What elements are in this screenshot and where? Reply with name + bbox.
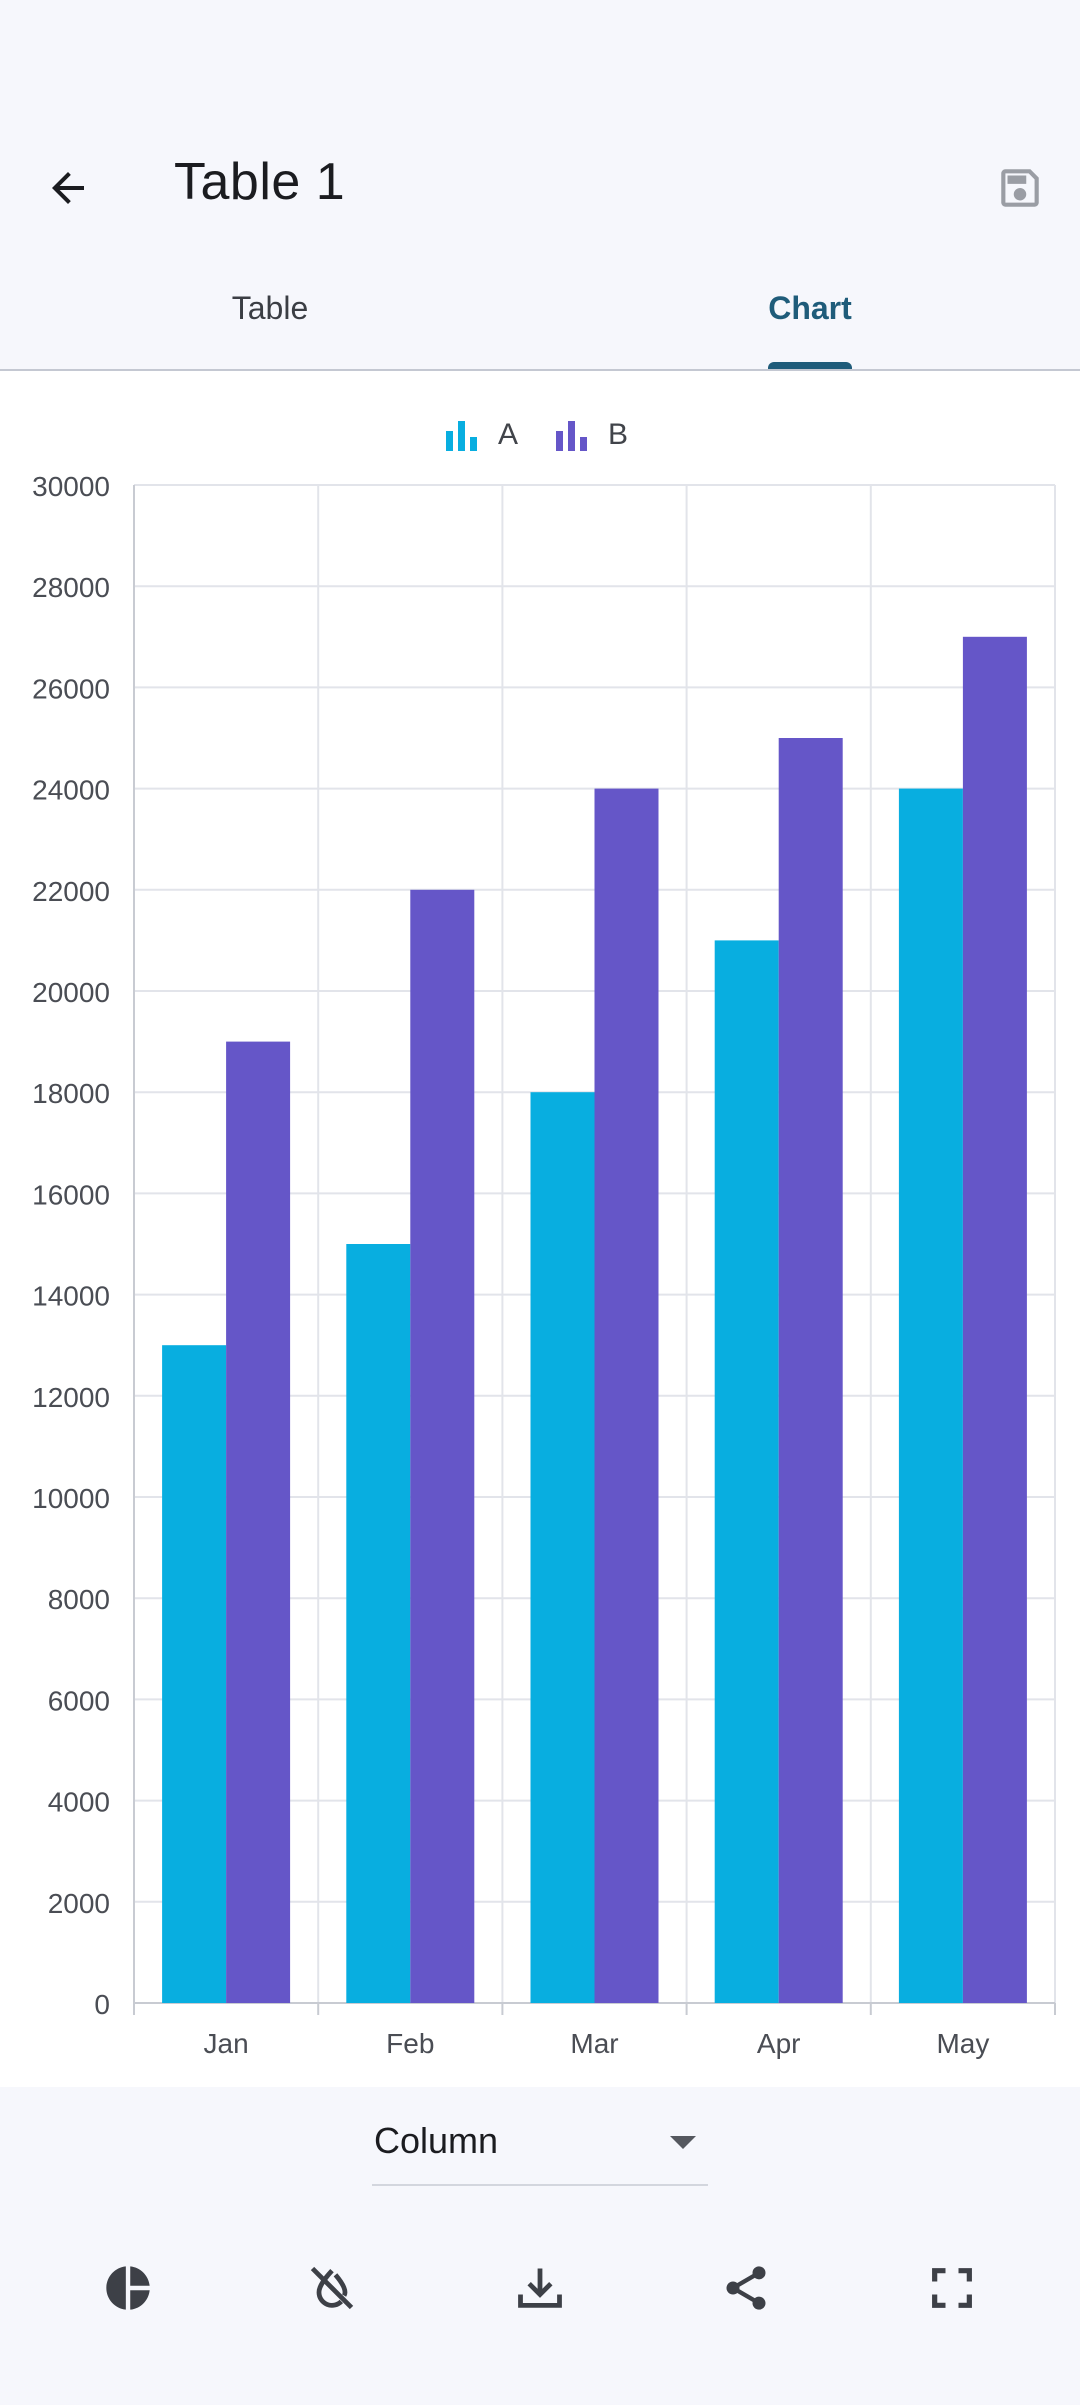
column-chart: 0 2000 4000 6000 8000 10000 12000 14000 16000 180… (32, 471, 1056, 2059)
tab-bar: Table Chart (0, 262, 1080, 370)
y-tick-label: 28000 (32, 572, 110, 603)
bar-b-mar (594, 788, 659, 2003)
bottom-toolbar (0, 2240, 1080, 2336)
fullscreen-button[interactable] (904, 2240, 1000, 2336)
share-icon (726, 2266, 766, 2310)
x-tick-label: Mar (570, 2028, 618, 2059)
tab-divider (0, 369, 1080, 371)
y-tick-label: 10000 (32, 1483, 110, 1514)
bar-a-mar (530, 1092, 595, 2003)
arrow-back-icon (52, 172, 84, 204)
y-tick-label: 12000 (32, 1382, 110, 1413)
x-tick-label: Jan (204, 2028, 249, 2059)
y-tick-label: 20000 (32, 977, 110, 1008)
bar-chart-icon (446, 421, 477, 451)
bar-a-feb (346, 1244, 411, 2003)
y-tick-label: 18000 (32, 1078, 110, 1109)
tab-table-label: Table (231, 289, 309, 326)
chart-type-value: Column (374, 2120, 499, 2161)
bar-b-jan (226, 1041, 291, 2003)
y-tick-label: 24000 (32, 775, 110, 806)
y-tick-label: 0 (94, 1989, 110, 2020)
hide-labels-button[interactable] (284, 2240, 380, 2336)
tab-chart[interactable]: Chart (540, 262, 1080, 370)
bar-b-apr (778, 738, 843, 2003)
y-tick-label: 6000 (48, 1685, 110, 1716)
y-tick-label: 4000 (48, 1787, 110, 1818)
x-tick-label: May (936, 2028, 989, 2059)
tab-chart-label: Chart (768, 289, 852, 326)
share-button[interactable] (698, 2240, 794, 2336)
download-button[interactable] (492, 2240, 588, 2336)
chart-type-dropdown[interactable]: Column (372, 2110, 708, 2186)
page-title: Table 1 (174, 153, 346, 211)
tab-indicator (768, 362, 852, 372)
legend-label-b: B (608, 418, 629, 451)
y-tick-label: 8000 (48, 1584, 110, 1615)
legend-label-a: A (498, 418, 519, 451)
pie-chart-icon (106, 2266, 150, 2310)
y-tick-label: 14000 (32, 1281, 110, 1312)
bar-chart-icon (556, 421, 587, 451)
y-tick-label: 26000 (32, 673, 110, 704)
y-tick-label: 30000 (32, 471, 110, 502)
bottom-panel (0, 2087, 1080, 2405)
y-tick-label: 22000 (32, 876, 110, 907)
chart-legend: A B (0, 405, 1080, 465)
x-tick-label: Feb (386, 2028, 434, 2059)
bar-b-feb (410, 889, 475, 2003)
bar-a-apr (714, 940, 779, 2003)
bar-b-may (962, 636, 1027, 2003)
download-icon (518, 2268, 562, 2308)
legend-item-b[interactable]: B (554, 405, 628, 465)
bar-a-jan (162, 1345, 227, 2003)
fullscreen-icon (932, 2268, 972, 2308)
x-tick-label: Apr (757, 2028, 801, 2059)
back-button[interactable] (30, 150, 106, 226)
save-icon (1001, 169, 1039, 207)
dropdown-arrow-icon (670, 2136, 696, 2149)
legend-item-a[interactable]: A (444, 405, 518, 465)
tab-table[interactable]: Table (0, 262, 540, 370)
y-tick-label: 2000 (48, 1888, 110, 1919)
pie-chart-button[interactable] (80, 2240, 176, 2336)
app-bar: Table 1 Table Chart (0, 0, 1080, 372)
bar-a-may (898, 788, 963, 2003)
hide-labels-icon (310, 2266, 354, 2310)
save-button[interactable] (982, 150, 1058, 226)
y-tick-label: 16000 (32, 1179, 110, 1210)
